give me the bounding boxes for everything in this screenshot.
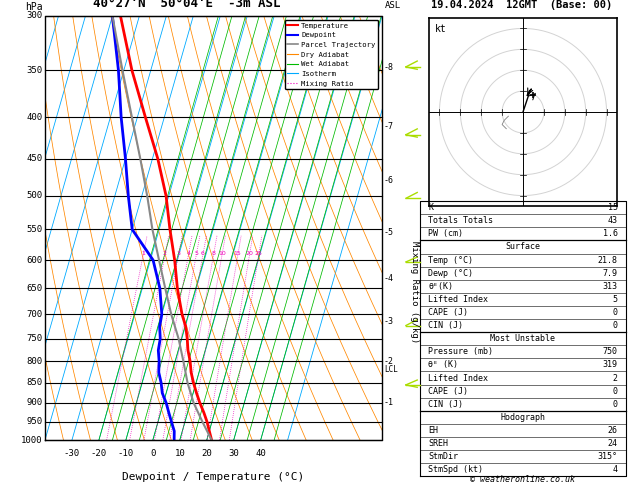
Text: © weatheronline.co.uk: © weatheronline.co.uk — [469, 474, 574, 484]
Text: 900: 900 — [26, 399, 43, 407]
Text: θᴱ(K): θᴱ(K) — [428, 282, 454, 291]
Text: 8: 8 — [211, 251, 215, 256]
Text: 40°27'N  50°04'E  -3m ASL: 40°27'N 50°04'E -3m ASL — [93, 0, 281, 10]
Text: Hodograph: Hodograph — [501, 413, 545, 422]
Text: θᴱ (K): θᴱ (K) — [428, 361, 459, 369]
Text: 7.9: 7.9 — [603, 269, 618, 278]
Text: -1: -1 — [384, 398, 394, 407]
Text: 15: 15 — [608, 203, 618, 212]
Text: CAPE (J): CAPE (J) — [428, 387, 468, 396]
Text: -2: -2 — [384, 357, 394, 366]
Legend: Temperature, Dewpoint, Parcel Trajectory, Dry Adiabat, Wet Adiabat, Isotherm, Mi: Temperature, Dewpoint, Parcel Trajectory… — [284, 19, 379, 89]
Text: 30: 30 — [228, 449, 239, 458]
Text: -30: -30 — [64, 449, 80, 458]
Text: 319: 319 — [603, 361, 618, 369]
Text: 0: 0 — [150, 449, 155, 458]
Text: 5: 5 — [613, 295, 618, 304]
Text: 950: 950 — [26, 417, 43, 426]
Text: Mixing Ratio (g/kg): Mixing Ratio (g/kg) — [410, 241, 419, 343]
Text: 5: 5 — [194, 251, 198, 256]
Text: Dewpoint / Temperature (°C): Dewpoint / Temperature (°C) — [123, 471, 304, 482]
Text: 1: 1 — [141, 251, 145, 256]
Text: EH: EH — [428, 426, 438, 435]
Text: CAPE (J): CAPE (J) — [428, 308, 468, 317]
Text: 500: 500 — [26, 191, 43, 200]
Text: -20: -20 — [91, 449, 107, 458]
Text: 3: 3 — [176, 251, 181, 256]
Text: 43: 43 — [608, 216, 618, 226]
Text: 750: 750 — [26, 334, 43, 343]
Text: Pressure (mb): Pressure (mb) — [428, 347, 493, 356]
Text: Lifted Index: Lifted Index — [428, 295, 488, 304]
Text: 550: 550 — [26, 225, 43, 234]
Text: 750: 750 — [603, 347, 618, 356]
Text: km
ASL: km ASL — [385, 0, 401, 10]
Text: LCL: LCL — [384, 365, 398, 374]
Text: 450: 450 — [26, 154, 43, 163]
Text: 15: 15 — [234, 251, 242, 256]
Text: 25: 25 — [255, 251, 262, 256]
Text: 26: 26 — [608, 426, 618, 435]
Text: 0: 0 — [613, 321, 618, 330]
Text: CIN (J): CIN (J) — [428, 321, 463, 330]
Text: 24: 24 — [608, 439, 618, 448]
Text: SREH: SREH — [428, 439, 448, 448]
Text: hPa: hPa — [25, 2, 43, 12]
Text: 2: 2 — [613, 374, 618, 382]
Text: 20: 20 — [245, 251, 253, 256]
Text: 350: 350 — [26, 66, 43, 75]
Text: Temp (°C): Temp (°C) — [428, 256, 473, 264]
Text: Lifted Index: Lifted Index — [428, 374, 488, 382]
Text: 2: 2 — [163, 251, 167, 256]
Text: -7: -7 — [384, 122, 394, 131]
Text: 21.8: 21.8 — [598, 256, 618, 264]
Text: 600: 600 — [26, 256, 43, 264]
Text: 700: 700 — [26, 310, 43, 319]
Text: -5: -5 — [384, 228, 394, 237]
Text: -6: -6 — [384, 175, 394, 185]
Text: K: K — [428, 203, 433, 212]
Text: 19.04.2024  12GMT  (Base: 00): 19.04.2024 12GMT (Base: 00) — [431, 0, 613, 10]
Text: 300: 300 — [26, 12, 43, 20]
Text: 6: 6 — [201, 251, 204, 256]
Text: Most Unstable: Most Unstable — [491, 334, 555, 343]
Text: Dewp (°C): Dewp (°C) — [428, 269, 473, 278]
Text: 315°: 315° — [598, 452, 618, 461]
Text: 1000: 1000 — [21, 435, 43, 445]
Text: 1.6: 1.6 — [603, 229, 618, 239]
Text: 313: 313 — [603, 282, 618, 291]
Text: 0: 0 — [613, 399, 618, 409]
Text: Totals Totals: Totals Totals — [428, 216, 493, 226]
Text: -10: -10 — [118, 449, 134, 458]
Text: -4: -4 — [384, 274, 394, 283]
Text: StmSpd (kt): StmSpd (kt) — [428, 465, 483, 474]
Text: kt: kt — [435, 24, 447, 34]
Text: 0: 0 — [613, 387, 618, 396]
Text: 850: 850 — [26, 378, 43, 387]
Text: PW (cm): PW (cm) — [428, 229, 463, 239]
Text: 40: 40 — [255, 449, 266, 458]
Text: Surface: Surface — [506, 243, 540, 251]
Text: -3: -3 — [384, 317, 394, 327]
Text: 400: 400 — [26, 113, 43, 122]
Text: CIN (J): CIN (J) — [428, 399, 463, 409]
Text: 4: 4 — [613, 465, 618, 474]
Text: 10: 10 — [218, 251, 226, 256]
Text: 800: 800 — [26, 357, 43, 366]
Text: StmDir: StmDir — [428, 452, 459, 461]
Text: 20: 20 — [201, 449, 212, 458]
Text: 10: 10 — [174, 449, 185, 458]
Text: -8: -8 — [384, 63, 394, 72]
Text: 4: 4 — [186, 251, 190, 256]
Text: 0: 0 — [613, 308, 618, 317]
Text: 650: 650 — [26, 284, 43, 293]
